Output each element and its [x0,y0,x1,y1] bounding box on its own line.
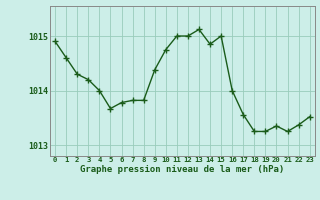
X-axis label: Graphe pression niveau de la mer (hPa): Graphe pression niveau de la mer (hPa) [80,165,284,174]
